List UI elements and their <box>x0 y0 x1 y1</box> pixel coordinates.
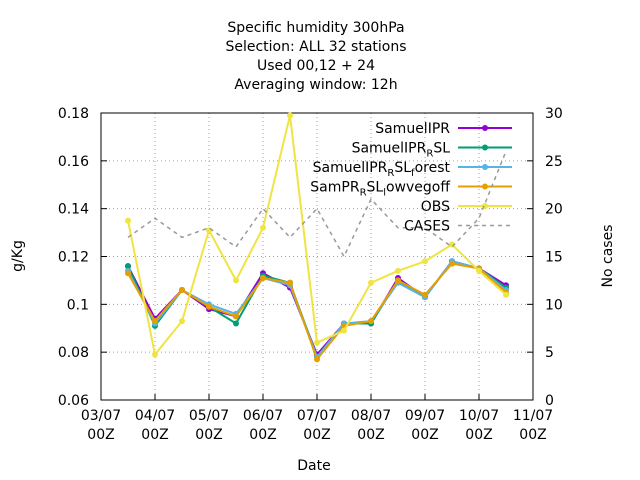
point <box>233 313 239 320</box>
point <box>368 279 374 286</box>
x-tick-label: 11/07 00Z <box>513 408 553 443</box>
y-tick-label: 0.14 <box>58 202 89 218</box>
point <box>233 320 239 327</box>
y2-tick-label: 20 <box>545 202 563 218</box>
y2-tick-label: 0 <box>545 393 554 409</box>
chart-title: Used 00,12 + 24 <box>257 58 375 74</box>
x-tick-label: 06/07 00Z <box>243 408 283 443</box>
chart-title: Specific humidity 300hPa <box>227 20 404 36</box>
y-tick-label: 0.18 <box>58 106 89 122</box>
x-tick-label: 07/07 00Z <box>297 408 337 443</box>
point <box>395 277 401 284</box>
legend-label: SamuelIPRRSLforest <box>313 160 451 179</box>
point <box>476 267 482 274</box>
chart-title: Selection: ALL 32 stations <box>225 39 406 55</box>
x-tick-label: 08/07 00Z <box>351 408 391 443</box>
y2-tick-label: 15 <box>545 250 563 266</box>
point <box>152 318 158 325</box>
chart-title: Averaging window: 12h <box>234 77 397 93</box>
x-axis-label: Date <box>297 458 330 474</box>
legend-label: SamPRRSLlowvegoff <box>310 180 450 199</box>
point <box>314 356 320 363</box>
y-axis-label: g/Kg <box>10 240 26 272</box>
legend-label: CASES <box>404 219 450 235</box>
plot-border <box>100 112 534 401</box>
x-tick-label: 03/07 00Z <box>81 408 121 443</box>
point <box>260 275 266 282</box>
point <box>449 260 455 267</box>
y2-tick-label: 5 <box>545 345 554 361</box>
point <box>260 224 266 231</box>
point <box>152 351 158 358</box>
point <box>395 267 401 274</box>
point <box>179 286 185 293</box>
y2-tick-label: 25 <box>545 154 563 170</box>
legend-label: OBS <box>421 199 450 215</box>
y2-axis-label: No cases <box>600 225 616 288</box>
point <box>341 327 347 334</box>
y-tick-label: 0.08 <box>58 345 89 361</box>
point <box>179 318 185 325</box>
point <box>125 263 131 270</box>
y-tick-label: 0.06 <box>58 393 89 409</box>
legend-marker <box>482 164 488 170</box>
x-tick-label: 04/07 00Z <box>135 408 175 443</box>
point <box>368 318 374 325</box>
point <box>125 270 131 277</box>
y-tick-label: 0.16 <box>58 154 89 170</box>
legend-marker <box>482 183 488 190</box>
point <box>125 217 131 224</box>
legend-marker <box>482 125 488 131</box>
point <box>233 277 239 284</box>
series-line <box>127 150 507 259</box>
y2-tick-label: 30 <box>545 106 563 122</box>
x-tick-label: 09/07 00Z <box>405 408 445 443</box>
legend-marker <box>482 144 488 151</box>
point <box>422 258 428 265</box>
point <box>422 291 428 298</box>
point <box>206 303 212 310</box>
legend-label: SamuelIPRRSL <box>352 141 451 160</box>
legend-label: SamuelIPR <box>375 121 450 137</box>
y2-tick-label: 10 <box>545 297 563 313</box>
point <box>503 291 509 298</box>
y-tick-label: 0.1 <box>67 297 89 313</box>
y-tick-label: 0.12 <box>58 250 89 266</box>
point <box>287 112 293 119</box>
point <box>287 279 293 286</box>
point <box>314 339 320 346</box>
x-tick-label: 10/07 00Z <box>459 408 499 443</box>
x-tick-label: 05/07 00Z <box>189 408 229 443</box>
